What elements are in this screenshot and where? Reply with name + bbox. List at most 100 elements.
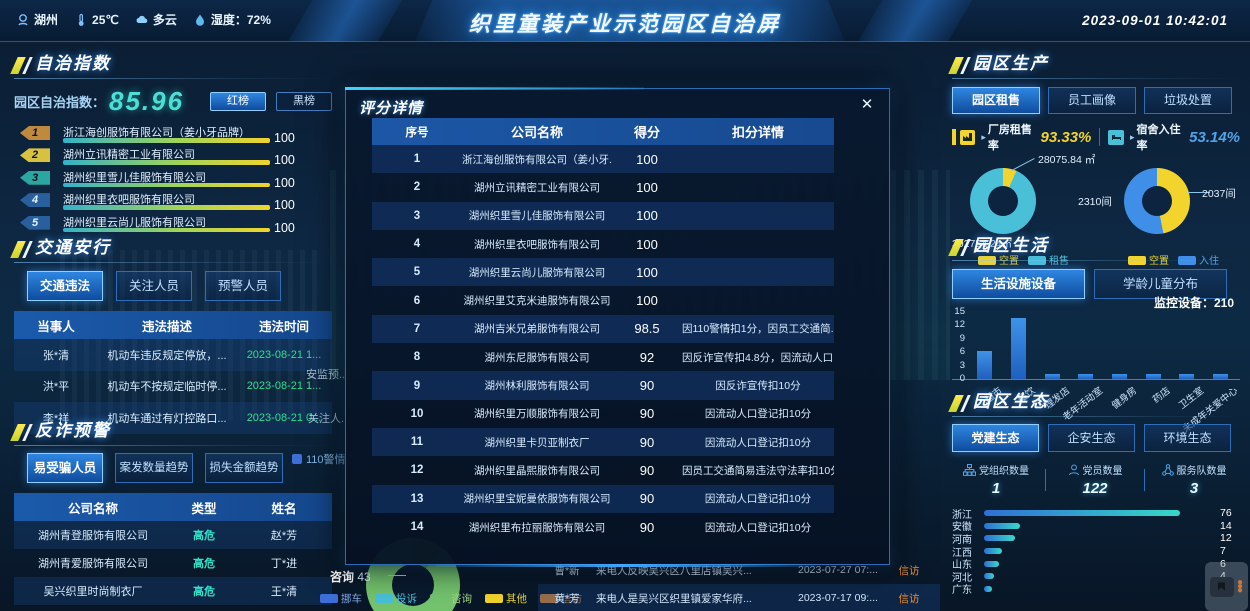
table-row: 4 湖州织里衣吧服饰有限公司 100 [413, 236, 658, 252]
rank-badge: 1 [20, 126, 50, 140]
vacant-area-label: 28075.84 ㎡ [1038, 154, 1096, 166]
hotline-table: 曹*新 来电人反映吴兴区八里店镇吴兴... 2023-07-27 07:... … [538, 556, 940, 611]
bar-minor-care-center: 未成年关爱中心 [1181, 309, 1240, 435]
factory-donut-chart [970, 168, 1036, 234]
divider [14, 78, 332, 79]
donut-hole [392, 564, 434, 606]
arrow-icon: ▸ [981, 131, 986, 142]
bar-row-henan: 河南 12 [952, 532, 1232, 546]
rank-badge: 3 [20, 170, 50, 185]
table-header: 序号 公司名称 得分 扣分详情 [372, 118, 834, 145]
tab-vulnerable-persons[interactable]: 易受骗人员 [27, 453, 103, 483]
tab-traffic-violation[interactable]: 交通违法 [27, 271, 103, 301]
monitor-device-count: 监控设备：210 [1153, 296, 1234, 310]
divider [1045, 468, 1046, 491]
temperature-item: 25℃ [74, 13, 119, 27]
bar-row-guangdong: 广东3 [952, 583, 1240, 597]
vacant-rooms-label: 2037间 [1202, 188, 1236, 200]
tab-employee-profile[interactable]: 员工画像 [1048, 87, 1136, 114]
bar-row-jiangxi: 江西 7 [952, 545, 1226, 559]
tab-loss-amount-trend[interactable]: 损失金额趋势 [205, 453, 283, 483]
section-header: 自治指数 [10, 52, 332, 74]
index-label: 园区自治指数： [14, 94, 106, 110]
tab-case-count-trend[interactable]: 案发数量趋势 [115, 453, 193, 483]
bar-row-zhejiang: 浙江 76 [952, 507, 1232, 521]
tab-party-building[interactable]: 党建生态 [952, 424, 1039, 452]
table-row: 12 湖州织里晶熙服饰有限公司 90 因员工交通简易违法守法率扣10分 [410, 462, 834, 478]
table-row: 13 湖州织里宝妮曼依服饰有限公司 90 因流动人口登记扣10分 [372, 484, 834, 513]
red-list-button[interactable]: 红榜 [210, 91, 266, 111]
tab-watched-persons[interactable]: 关注人员 [116, 271, 192, 301]
close-icon[interactable]: ✕ [860, 96, 874, 113]
callout-line [1011, 157, 1035, 172]
section-title: 园区生活 [973, 236, 1049, 255]
table-row: 6 湖州织里艾克米迪服饰有限公司 100 [413, 293, 658, 309]
panel-autonomy-index: 自治指数 园区自治指数： 85.96 红榜 黑榜 1 浙江海创服饰有限公司（姜小… [10, 52, 332, 236]
divider [952, 260, 1240, 261]
table-row: 8 湖州东尼服饰有限公司 92 因反诈宣传扣4.8分，因流动人口... [413, 349, 834, 365]
person-icon [1068, 464, 1079, 475]
section-title: 园区生产 [973, 54, 1049, 73]
tab-environment[interactable]: 环境生态 [1144, 424, 1231, 452]
rank-badge: 5 [20, 215, 50, 230]
tab-life-facilities[interactable]: 生活设施设备 [952, 269, 1085, 299]
table-row: 7 湖州吉米兄弟服饰有限公司 98.5 因110警情扣1分，因员工交通简... [372, 314, 834, 344]
section-title: 反诈预警 [35, 421, 111, 440]
tab-warning-persons[interactable]: 预警人员 [205, 271, 281, 301]
hotline-legend: 挪车 投诉 咨询 其他 信访 [320, 591, 582, 606]
divider [1144, 468, 1145, 491]
legend-item: 其他 [485, 591, 527, 606]
table-row: 曹*新 来电人反映吴兴区八里店镇吴兴... 2023-07-27 07:... … [554, 564, 920, 577]
page-title: 织里童装产业示范园区自治屏 [469, 13, 781, 36]
location-item: 湖州 [16, 11, 58, 28]
list-item: 4 湖州织里衣吧服饰有限公司 100 [14, 191, 332, 213]
bar-senior-center: 老年活动室 [1061, 309, 1105, 423]
table-row: 1 浙江海创服饰有限公司（姜小牙... 100 [372, 145, 834, 174]
legend-item: 咨询 [430, 591, 472, 606]
divider [14, 445, 332, 446]
list-item: 5 湖州织里云尚儿服饰有限公司 100 [14, 214, 332, 236]
stat-service-teams: 服务队数量 3 [1150, 462, 1238, 497]
table-row: 2 湖州立讯精密工业有限公司 100 [413, 179, 658, 195]
table-header: 当事人 违法描述 违法时间 [14, 311, 332, 339]
table-row: 9 湖州林利服饰有限公司 90 因反诈宣传扣10分 [372, 371, 834, 400]
divider [952, 78, 1240, 79]
ecology-stats: 党组织数量 1 党员数量 122 服务队数量 3 [952, 462, 1240, 497]
legend-item: 投诉 [375, 591, 417, 606]
occupied-rooms-label: 2310间 [1078, 196, 1112, 208]
panel-anti-fraud: 反诈预警 易受骗人员 案发数量趋势 损失金额趋势 公司名称 类型 姓名 湖州青登… [10, 419, 332, 605]
stat-party-members: 党员数量 122 [1051, 462, 1139, 497]
section-title: 园区生态 [973, 392, 1049, 411]
legend-swatch [430, 594, 448, 603]
header-banner [415, 0, 845, 42]
factory-icon [959, 129, 976, 145]
list-item: 3 湖州织里雪儿佳服饰有限公司 100 [14, 169, 332, 191]
bar-barbershop: 理发店 [1035, 309, 1072, 412]
bar-gym: 健身房 [1103, 309, 1139, 412]
callout-line [1188, 192, 1210, 193]
table-header: 公司名称 类型 姓名 [14, 493, 332, 521]
tab-school-age-children[interactable]: 学龄儿童分布 [1094, 269, 1227, 299]
company-ranking-list: 1 浙江海创服饰有限公司（姜小牙品牌） 100 2 湖州立讯精密工业有限公司 1… [14, 124, 332, 236]
legend-swatch [292, 454, 302, 464]
list-item: 1 浙江海创服饰有限公司（姜小牙品牌） 100 [14, 124, 332, 146]
bar-row-shandong: 山东 6 [952, 557, 1226, 572]
score-table: 序号 公司名称 得分 扣分详情 1 浙江海创服饰有限公司（姜小牙... 100 2 湖州立… [372, 118, 834, 541]
black-list-button[interactable]: 黑榜 [276, 91, 332, 111]
table-row: 5 湖州织里云尚儿服饰有限公司 100 [372, 258, 834, 287]
hidden-legend-fragment: 110警情 [292, 451, 346, 467]
dorm-donut-chart [1124, 168, 1190, 234]
tab-enterprise-safety[interactable]: 企安生态 [1048, 424, 1135, 452]
score-bar [63, 182, 270, 188]
floating-media-widget[interactable]: ● ● ● [1205, 562, 1248, 611]
org-chart-icon [963, 463, 976, 476]
modal-title: 评分详情 [359, 100, 424, 117]
more-dots-icon: ● ● ● [1236, 576, 1244, 596]
table-row: 湖州青登服饰有限公司 高危 赵*芳 [14, 521, 332, 549]
tab-waste-disposal[interactable]: 垃圾处置 [1144, 87, 1232, 114]
table-row: 洪*平 机动车不按规定临时停... 2023-08-21 1... [42, 380, 322, 394]
top-header: 织里童装产业示范园区自治屏 湖州 25℃ 多云 湿度：72% 2023-09-0… [0, 0, 1250, 42]
tab-park-rental[interactable]: 园区租售 [952, 87, 1040, 114]
